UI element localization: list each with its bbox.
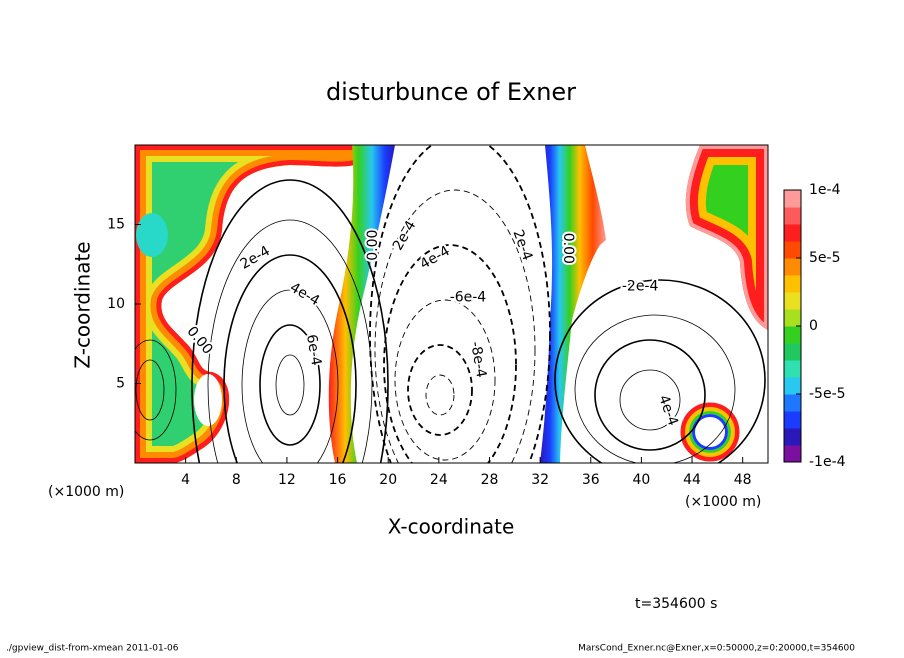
colorbar-swatch: [784, 343, 801, 361]
contour-line: [259, 324, 321, 446]
colorbar-tick-label: -5e-5: [809, 386, 846, 402]
x-tick-label: 24: [430, 472, 448, 488]
colorbar-swatch: [784, 224, 801, 242]
x-tick-label: 28: [481, 472, 499, 488]
colorbar-swatch: [784, 394, 801, 412]
colorbar-swatch: [784, 326, 801, 344]
y-tick-label: 10: [107, 296, 125, 312]
colorbar-swatch: [784, 292, 801, 310]
x-tick-label: 8: [232, 472, 241, 488]
contour-line: [191, 179, 389, 463]
axis-unit: (×1000 m): [685, 494, 761, 510]
colorbar-swatch: [784, 445, 801, 463]
colorbar-swatch: [784, 275, 801, 293]
contour-line: [135, 339, 177, 441]
contour-label: -2e-4: [622, 279, 659, 295]
contour-label: 0.00: [560, 233, 576, 264]
contour-line: [275, 354, 305, 416]
contour-label: 4e-4: [287, 280, 322, 310]
contour-line: [135, 359, 165, 421]
contour-label: 4e-4: [417, 243, 452, 273]
colorbar-swatch: [784, 360, 801, 378]
x-tick-label: 12: [278, 472, 296, 488]
contour-line: [425, 374, 455, 416]
contour-line: [619, 369, 681, 431]
contour-label: -8e-4: [467, 340, 489, 379]
footer-left: ./gpview_dist-from-xmean 2011-01-06: [6, 644, 179, 654]
contour-line: [594, 339, 706, 451]
x-tick-label: 44: [683, 472, 701, 488]
colorbar-swatch: [784, 190, 801, 208]
colorbar-swatch: [784, 428, 801, 446]
contour-line: [574, 314, 736, 463]
axis-unit: (×1000 m): [48, 484, 124, 500]
x-tick-label: 36: [582, 472, 600, 488]
time-label: t=354600 s: [635, 596, 717, 612]
y-tick-label: 5: [116, 376, 125, 392]
colorbar-swatch: [784, 258, 801, 276]
x-tick-label: 4: [181, 472, 190, 488]
contour-label: 2e-4: [238, 243, 273, 273]
contour-label: -6e-4: [450, 290, 487, 306]
contour-line: [554, 279, 766, 463]
colorbar-swatch: [784, 207, 801, 225]
contour-line: [241, 289, 339, 463]
contour-label: 4e-4: [655, 393, 681, 428]
field: [135, 145, 768, 463]
contour-label: 2e-4: [390, 218, 420, 253]
x-axis-label: X-coordinate: [388, 515, 515, 539]
contour-line: [407, 344, 473, 436]
colorbar-swatch: [784, 309, 801, 327]
contour-line: [223, 254, 357, 463]
x-tick-label: 48: [734, 472, 752, 488]
colorbar-tick-label: 0: [809, 318, 818, 334]
contour-label: 2e-4: [509, 228, 535, 263]
colorbar-swatch: [784, 411, 801, 429]
chart-title: disturbunce of Exner: [326, 78, 576, 106]
y-axis-label: Z-coordinate: [71, 241, 95, 368]
contour-line: [383, 244, 517, 463]
x-tick-label: 40: [632, 472, 650, 488]
colorbar-tick-label: 1e-4: [809, 182, 841, 198]
y-tick-label: 15: [107, 217, 125, 233]
contour-line: [394, 299, 496, 461]
x-tick-label: 32: [531, 472, 549, 488]
colorbar-tick-label: -1e-4: [809, 454, 846, 470]
x-tick-label: 16: [329, 472, 347, 488]
footer-right: MarsCond_Exner.nc@Exner,x=0:50000,z=0:20…: [578, 644, 855, 654]
x-tick-label: 20: [379, 472, 397, 488]
colorbar-swatch: [784, 377, 801, 395]
contour-line: [374, 189, 536, 463]
contour-label: 0.00: [365, 230, 381, 261]
colorbar-swatch: [784, 241, 801, 259]
contour-line: [369, 145, 551, 463]
contour-label: 6e-4: [303, 333, 324, 367]
colorbar-tick-label: 5e-5: [809, 250, 840, 266]
